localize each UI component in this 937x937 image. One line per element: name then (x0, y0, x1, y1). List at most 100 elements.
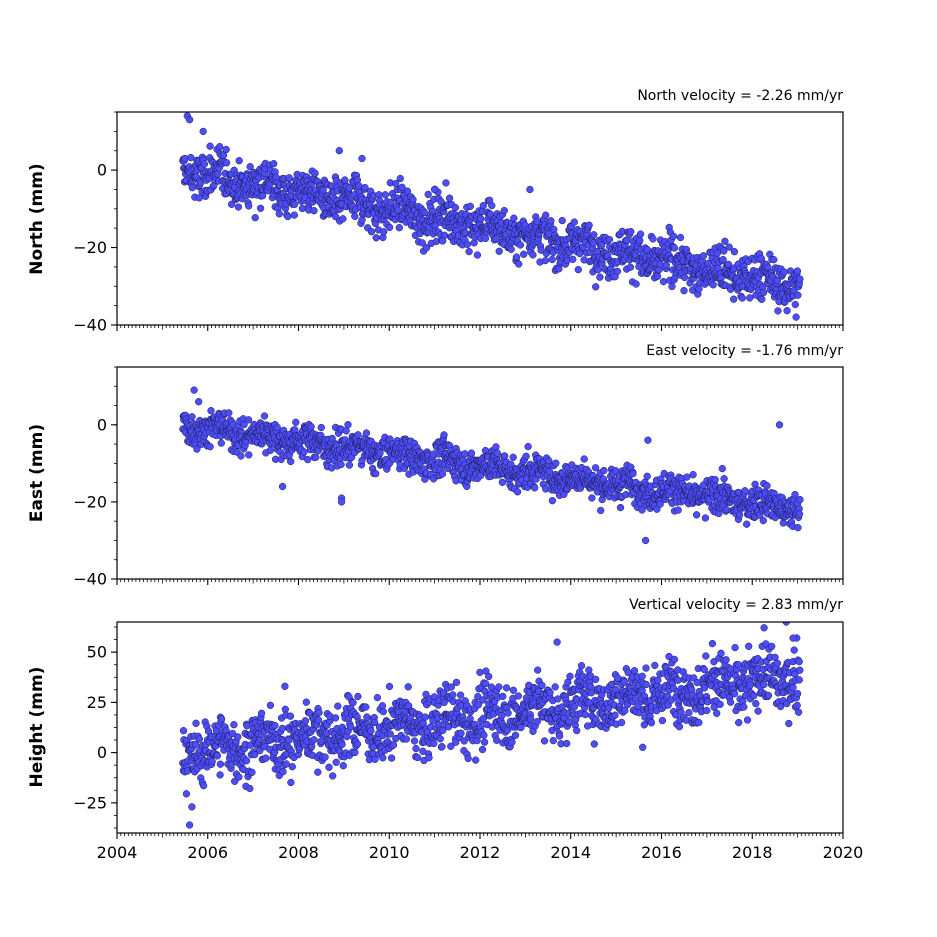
data-point (730, 248, 739, 256)
data-point (743, 520, 751, 528)
data-point (227, 200, 236, 208)
data-point (479, 201, 487, 210)
data-point (304, 455, 312, 464)
data-point (404, 683, 412, 691)
data-point (542, 485, 550, 493)
data-point (730, 295, 738, 303)
data-point (179, 727, 188, 735)
data-point (488, 201, 496, 210)
data-point (195, 735, 204, 743)
data-point (213, 752, 221, 760)
data-point (216, 760, 225, 768)
data-point (555, 732, 564, 740)
data-point-outlier (526, 185, 534, 194)
data-point (193, 445, 201, 453)
data-point (537, 246, 545, 254)
data-point (386, 730, 394, 738)
data-point (235, 157, 243, 165)
data-point-outlier (358, 154, 366, 163)
data-point (653, 272, 662, 280)
x-tick-label: 2012 (460, 843, 501, 862)
data-point (266, 446, 275, 454)
data-point (245, 202, 253, 210)
y-tick-label: 0 (97, 161, 107, 180)
data-point (266, 701, 275, 709)
data-point (440, 431, 448, 439)
data-point (768, 642, 776, 651)
data-point (783, 307, 791, 315)
data-point (262, 754, 270, 762)
data-point (558, 216, 566, 225)
data-point (298, 204, 307, 213)
data-point (216, 771, 224, 779)
data-point (282, 760, 290, 768)
data-point (774, 307, 782, 315)
data-point (301, 717, 310, 725)
data-point (436, 735, 444, 743)
data-point (588, 494, 596, 502)
data-point (270, 160, 278, 168)
data-point (240, 420, 248, 429)
data-point (353, 740, 362, 748)
data-point-outlier (335, 147, 343, 155)
data-point (332, 758, 340, 766)
data-point (372, 470, 380, 478)
data-point (278, 724, 287, 733)
data-point (649, 235, 657, 243)
data-point (508, 738, 516, 746)
east-velocity-label: East velocity = -1.76 mm/yr (646, 343, 843, 359)
data-point (312, 453, 320, 461)
data-point (689, 471, 697, 479)
data-point (719, 255, 727, 264)
y-tick-label: 0 (97, 743, 107, 762)
data-point (526, 715, 535, 723)
data-point (244, 416, 253, 424)
data-point (216, 143, 224, 151)
x-tick-label: 2004 (97, 843, 138, 862)
data-point (395, 224, 403, 232)
data-point (237, 452, 245, 460)
data-point (200, 160, 209, 168)
data-point (563, 739, 571, 748)
data-point (738, 294, 746, 302)
data-point (638, 672, 646, 680)
data-point (466, 202, 474, 210)
data-point (708, 639, 717, 648)
data-point (658, 716, 667, 725)
data-point (516, 241, 525, 249)
data-point (339, 215, 347, 223)
data-point (319, 186, 327, 194)
data-point-outlier (199, 127, 207, 136)
data-point (331, 714, 340, 722)
data-point (596, 273, 604, 281)
data-point (302, 698, 310, 706)
data-point (570, 218, 578, 226)
data-point (680, 273, 689, 282)
data-point (763, 482, 771, 490)
data-point-outlier (188, 803, 196, 811)
data-point (515, 260, 523, 268)
data-point (636, 236, 644, 244)
data-point (389, 741, 398, 749)
data-point (362, 703, 370, 711)
data-point (367, 228, 376, 236)
data-point (379, 754, 387, 762)
panel-north: North velocity = -2.26 mm/yr North (mm) … (27, 88, 844, 335)
data-point (314, 716, 323, 724)
data-point (187, 153, 195, 162)
data-point (531, 484, 539, 492)
data-point (349, 698, 357, 707)
data-point (285, 174, 293, 182)
data-point (592, 675, 600, 684)
data-point (409, 195, 417, 204)
data-point (722, 656, 730, 664)
data-point (311, 169, 319, 177)
data-point (438, 743, 446, 751)
data-point (477, 215, 485, 223)
data-point (668, 282, 676, 291)
data-point (643, 245, 651, 254)
data-point (321, 753, 329, 761)
data-point (590, 740, 598, 748)
data-point (481, 234, 490, 243)
